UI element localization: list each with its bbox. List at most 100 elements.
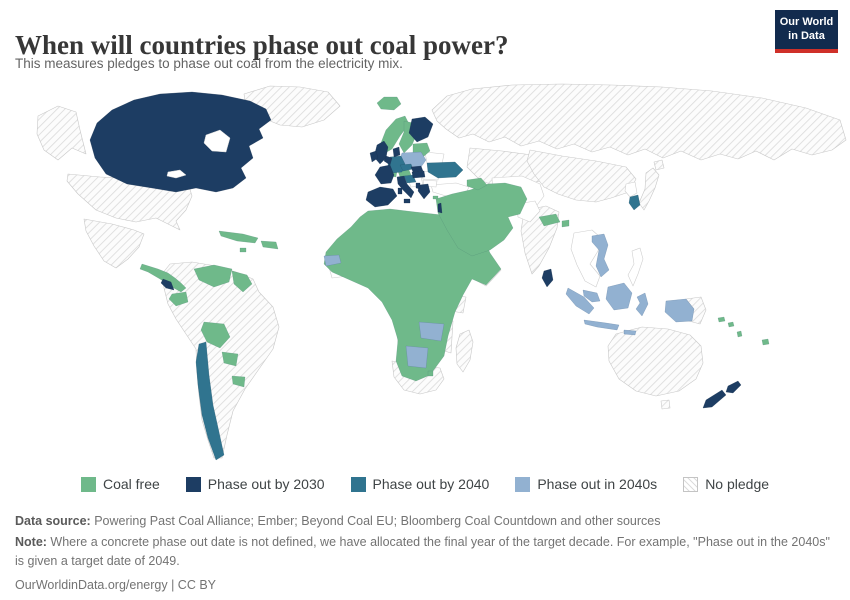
country-canada[interactable] xyxy=(89,91,272,193)
country-eswatini[interactable] xyxy=(427,370,434,377)
country-madagascar[interactable] xyxy=(455,329,474,373)
country-china-mongolia[interactable] xyxy=(526,149,637,203)
owid-logo-line1: Our World xyxy=(779,15,834,28)
country-new-guinea-west[interactable] xyxy=(664,298,695,323)
legend-label: Phase out in 2040s xyxy=(537,476,658,492)
country-germany[interactable] xyxy=(387,155,406,174)
country-bhutan[interactable] xyxy=(561,219,570,228)
country-mexico[interactable] xyxy=(83,218,145,269)
country-iceland[interactable] xyxy=(376,96,402,111)
country-finland[interactable] xyxy=(408,116,434,143)
country-albania[interactable] xyxy=(415,182,421,190)
great-lakes xyxy=(166,169,187,179)
citation-line[interactable]: OurWorldinData.org/energy | CC BY xyxy=(15,578,217,593)
country-solomon-islands[interactable] xyxy=(717,316,726,323)
legend-swatch-by-2030 xyxy=(185,476,201,492)
legend-item-by-2030[interactable]: Phase out by 2030 xyxy=(185,476,325,492)
no-pledge-countries xyxy=(36,83,847,459)
country-ukraine[interactable] xyxy=(426,161,464,179)
owid-logo: Our World in Data xyxy=(775,10,838,53)
country-java[interactable] xyxy=(583,319,620,331)
note-text: Where a concrete phase out date is not d… xyxy=(15,534,830,568)
chart-footer: Data source: Powering Past Coal Alliance… xyxy=(15,512,833,595)
country-cyprus[interactable] xyxy=(432,195,439,200)
country-japan-hokkaido[interactable] xyxy=(653,159,665,171)
legend-item-coal-free[interactable]: Coal free xyxy=(80,476,160,492)
country-north-korea[interactable] xyxy=(624,181,638,198)
country-denmark[interactable] xyxy=(392,146,401,158)
legend-label: No pledge xyxy=(705,476,770,492)
country-venezuela[interactable] xyxy=(193,264,233,288)
country-jamaica[interactable] xyxy=(239,247,247,253)
phase-out-2040-countries xyxy=(195,155,641,461)
world-map-svg xyxy=(36,83,847,461)
country-zambia[interactable] xyxy=(418,321,445,342)
phase-out-2040s-countries xyxy=(323,151,695,369)
legend-label: Phase out by 2040 xyxy=(372,476,490,492)
chart-subtitle: This measures pledges to phase out coal … xyxy=(15,56,403,71)
country-uruguay[interactable] xyxy=(231,375,246,388)
lakes xyxy=(166,129,231,179)
country-costa-rica[interactable] xyxy=(160,278,175,291)
country-botswana[interactable] xyxy=(405,345,429,369)
country-new-zealand-south[interactable] xyxy=(702,389,727,409)
country-ecuador[interactable] xyxy=(168,291,189,307)
country-japan[interactable] xyxy=(638,167,660,211)
country-fiji[interactable] xyxy=(761,338,770,346)
hudson-bay xyxy=(203,129,231,153)
legend-swatch-coal-free xyxy=(80,476,96,492)
legend-swatch-in-2040s xyxy=(515,476,531,492)
country-cuba[interactable] xyxy=(218,230,259,244)
south-america-no-pledge[interactable] xyxy=(161,261,280,459)
country-sardinia[interactable] xyxy=(397,187,403,195)
country-philippines[interactable] xyxy=(627,247,644,287)
country-spain-portugal[interactable] xyxy=(365,186,398,208)
country-myanmar-thailand-cambodia[interactable] xyxy=(570,229,601,288)
country-hispaniola[interactable] xyxy=(260,240,279,250)
data-source-label: Data source: xyxy=(15,514,91,528)
country-bolivia[interactable] xyxy=(200,321,231,349)
legend-label: Phase out by 2030 xyxy=(207,476,325,492)
country-sumatra[interactable] xyxy=(565,287,595,315)
legend-item-in-2040s[interactable]: Phase out in 2040s xyxy=(515,476,657,492)
country-vietnam[interactable] xyxy=(591,233,610,278)
country-new-zealand-north[interactable] xyxy=(725,380,742,394)
country-france[interactable] xyxy=(374,164,395,185)
note-label: Note: xyxy=(15,534,47,549)
country-south-korea[interactable] xyxy=(628,194,641,211)
country-australia[interactable] xyxy=(607,326,704,397)
map-legend: Coal free Phase out by 2030 Phase out by 2… xyxy=(0,476,850,492)
country-russia[interactable] xyxy=(431,83,847,161)
country-hungary[interactable] xyxy=(411,170,426,179)
country-sri-lanka[interactable] xyxy=(541,268,554,288)
country-lesser-sunda[interactable] xyxy=(623,329,637,336)
country-senegal[interactable] xyxy=(323,254,342,267)
legend-item-by-2040[interactable]: Phase out by 2040 xyxy=(350,476,490,492)
country-sicily[interactable] xyxy=(403,198,411,204)
country-malaysia[interactable] xyxy=(582,289,601,303)
country-chile[interactable] xyxy=(195,341,225,461)
country-greece[interactable] xyxy=(417,183,431,200)
country-alaska-usa[interactable] xyxy=(36,105,87,161)
country-central-america[interactable] xyxy=(139,263,187,293)
country-sulawesi[interactable] xyxy=(635,292,649,317)
coal-free-countries xyxy=(139,96,770,388)
country-nepal[interactable] xyxy=(538,213,561,227)
country-tasmania[interactable] xyxy=(660,399,671,410)
country-borneo[interactable] xyxy=(605,282,633,311)
country-italy[interactable] xyxy=(396,175,415,199)
country-guyana-suriname[interactable] xyxy=(231,270,253,293)
page-title: When will countries phase out coal power… xyxy=(15,30,509,61)
country-israel[interactable] xyxy=(437,202,443,214)
country-paraguay[interactable] xyxy=(221,351,239,367)
data-source-line: Data source: Powering Past Coal Alliance… xyxy=(15,512,833,531)
world-map xyxy=(0,80,850,465)
legend-item-no-pledge[interactable]: No pledge xyxy=(683,476,769,492)
country-belarus[interactable] xyxy=(424,151,445,165)
legend-label: Coal free xyxy=(102,476,160,492)
country-caucasus[interactable] xyxy=(466,177,488,191)
country-ireland[interactable] xyxy=(369,150,379,163)
country-solomon-islands-2[interactable] xyxy=(727,321,735,328)
country-vanuatu[interactable] xyxy=(736,330,743,338)
phase-out-2030-countries xyxy=(89,91,742,409)
